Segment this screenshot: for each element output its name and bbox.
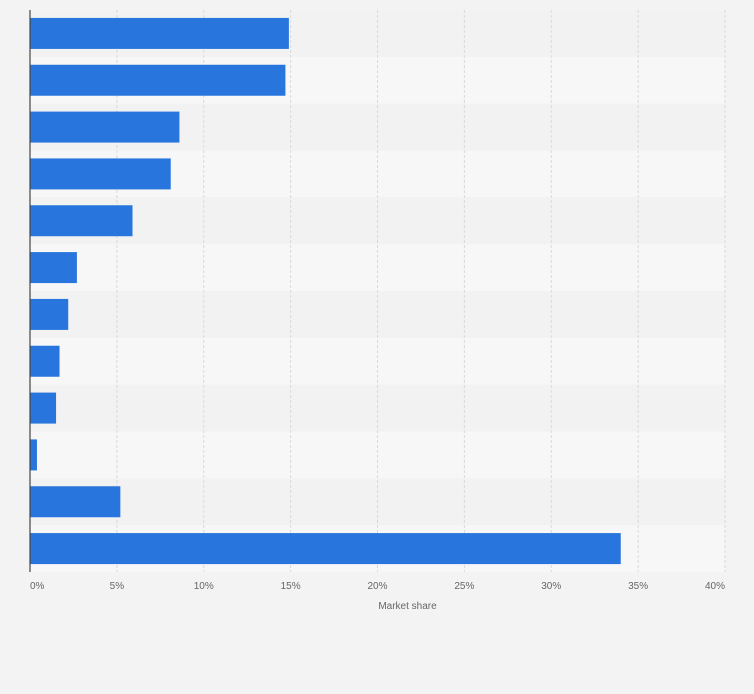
x-axis-label: Market share: [378, 601, 437, 612]
x-tick-label: 15%: [281, 581, 301, 592]
bar[interactable]: [30, 392, 57, 424]
bar[interactable]: [30, 439, 37, 471]
bar[interactable]: [30, 64, 286, 96]
x-tick-label: 10%: [194, 581, 214, 592]
bar[interactable]: [30, 111, 180, 143]
x-tick-label: 20%: [367, 581, 387, 592]
x-tick-label: 0%: [30, 581, 45, 592]
bar[interactable]: [30, 298, 69, 330]
x-tick-label: 40%: [705, 581, 725, 592]
x-tick-label: 35%: [628, 581, 648, 592]
bar[interactable]: [30, 158, 171, 190]
bar[interactable]: [30, 486, 121, 518]
bar[interactable]: [30, 252, 77, 284]
x-tick-label: 30%: [541, 581, 561, 592]
x-tick-labels: 0% 5% 10% 15% 20% 25% 30% 35% 40%: [30, 581, 725, 592]
bar[interactable]: [30, 533, 621, 565]
bar[interactable]: [30, 205, 133, 237]
x-tick-label: 25%: [454, 581, 474, 592]
x-tick-label: 5%: [110, 581, 125, 592]
bar[interactable]: [30, 345, 60, 377]
gridlines: [116, 10, 726, 572]
bars: [30, 17, 621, 565]
bar[interactable]: [30, 17, 289, 49]
